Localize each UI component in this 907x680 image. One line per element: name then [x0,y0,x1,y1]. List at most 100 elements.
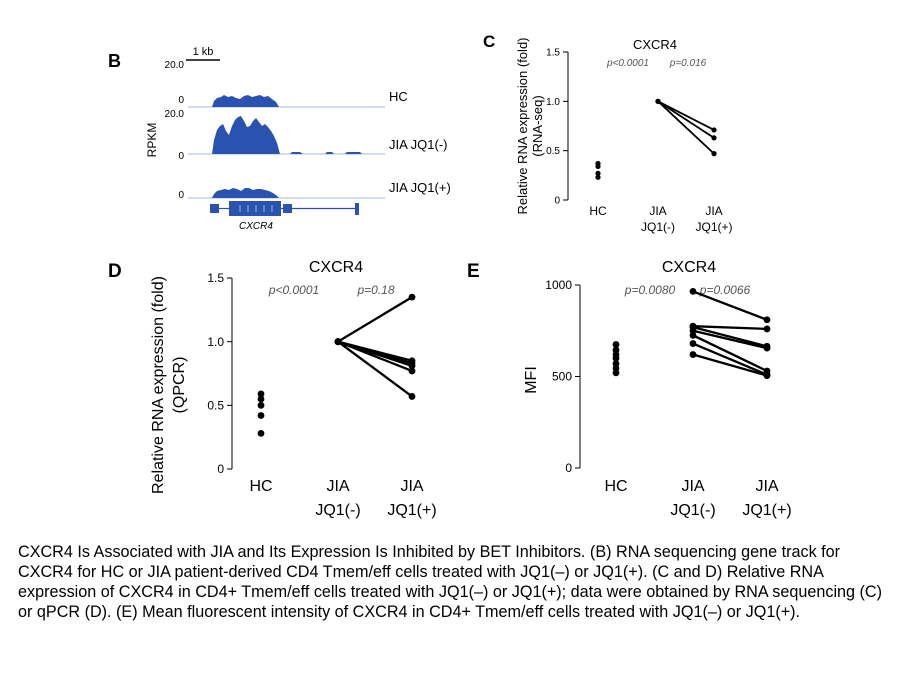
panel-e-y-tick-label: 0 [565,461,572,475]
panel-c-paired-line [657,100,715,139]
panel-c-ylabel-line-2: (RNA-seq) [530,95,545,156]
panel-d-pvalue-1: p<0.0001 [268,283,319,297]
panel-c-pvalue-2: p=0.016 [669,58,707,69]
panel-b-letter: B [108,51,121,71]
panel-d-y-tick-label: 1.5 [207,271,224,285]
panel-d-jq1-plus-point [408,367,416,375]
panel-e-jq1-minus-point [689,351,697,358]
panel-d-chart: D CXCR4 p<0.0001 p=0.18 Relative RNA exp… [108,259,437,519]
panel-d-jq1-plus-point [408,293,416,301]
panel-c-hc-point [595,174,601,180]
panel-c-pvalue-1: p<0.0001 [606,58,649,69]
track-hc-ymin: 0 [178,95,184,106]
panel-c-y-tick-label: 0 [554,196,560,207]
panel-c-y-tick-label: 0.5 [546,146,560,157]
panel-d-x-category-label: JQ1(-) [315,502,360,519]
panel-d-paired-line [337,340,413,373]
panel-e-jq1-plus-point [763,325,771,333]
panel-c-x-category-label: JQ1(+) [695,220,732,234]
track-jq1-plus-label: JIA JQ1(+) [389,180,451,195]
track-jq1-plus-coverage [212,188,279,198]
panel-e-paired-line [692,342,768,376]
panel-e-x-category-label: HC [604,478,627,495]
panel-c-x-category-label: JQ1(-) [641,220,675,234]
panel-d-paired-line [337,296,413,343]
panel-c-x-category-label: JIA [705,204,722,218]
panel-c-jq1-plus-point [711,127,717,133]
panel-d-jq1-plus-point [408,362,416,370]
panel-e-chart: E CXCR4 p=0.0080 p=0.0066 MFI 0 500 1000 HC… [467,259,792,519]
panel-d-hc-point [257,395,265,403]
panel-e-jq1-plus-point [763,372,771,379]
panel-e-hc-point [612,346,620,354]
panel-e-jq1-minus-point [689,331,697,339]
panel-c-plot-area: 0 0.5 1.0 1.5 HC JIA JQ1(-) JIA JQ1(+) [546,48,732,235]
panel-e-pvalue-2: p=0.0066 [699,283,751,297]
panel-e-x-category-label: JIA [755,478,778,495]
panel-e-pvalue-1: p=0.0080 [624,283,676,297]
track-hc-label: HC [389,89,408,104]
panel-c-title: CXCR4 [633,37,677,52]
panel-d-letter: D [108,261,122,282]
panel-c-jq1-plus-point [711,151,717,157]
panel-d-hc-point [257,412,265,419]
panel-d-y-tick-label: 0.5 [207,399,224,413]
scale-bar-label: 1 kb [193,46,214,58]
panel-e-plot-area: 0 500 1000 HC JIA JQ1(-) JIA JQ1(+) [545,278,791,519]
panel-d-x-category-label: JQ1(+) [387,502,436,519]
track-jq1-minus-label: JIA JQ1(-) [389,137,448,152]
panel-e-jq1-minus-point [689,288,697,295]
panel-e-ylabel: MFI [523,366,540,394]
panel-e-y-tick-label: 500 [552,370,572,384]
rpkm-axis-label: RPKM [145,123,159,158]
panel-d-x-category-label: JIA [400,478,423,495]
panel-d-y-tick-label: 1.0 [207,335,224,349]
panel-c-y-tick-label: 1.0 [546,97,560,108]
panel-d-x-category-label: HC [249,478,272,495]
panel-d-ylabel-line-1: Relative RNA expression (fold) [150,276,167,494]
panel-d-ylabel-line-2: (QPCR) [171,357,188,414]
panel-d-hc-point [257,401,265,409]
panel-b-gene-track: B 1 kb RPKM 20.0 0 HC 20.0 0 JIA JQ1(-) … [108,46,451,232]
track-jq1-plus-ymin: 0 [178,190,184,201]
panel-c-letter: C [483,32,495,51]
track-jq1-minus-minor-peaks [290,152,362,154]
panel-e-jq1-plus-point [763,344,771,352]
panel-c-jq1-plus-point [711,135,717,141]
panel-e-x-category-label: JIA [681,478,704,495]
panel-d-plot-area: 0 0.5 1.0 1.5 HC JIA JQ1(-) JIA JQ1(+) [207,271,436,519]
panel-d-pvalue-2: p=0.18 [356,283,394,297]
panel-e-hc-point [612,341,620,348]
panel-e-paired-line [692,325,768,348]
panel-d-y-tick-label: 0 [217,462,224,476]
figure-caption: CXCR4 Is Associated with JIA and Its Exp… [18,543,883,621]
panel-e-jq1-plus-point [763,316,771,324]
panel-d-paired-line [337,340,413,398]
panel-e-paired-line [692,353,768,377]
panel-c-x-category-label: HC [589,204,607,218]
panel-e-paired-line [692,290,768,321]
panel-c-paired-line [657,100,715,155]
track-hc-ymax: 20.0 [165,60,185,71]
panel-e-letter: E [467,261,480,282]
panel-e-paired-line [692,329,768,350]
gene-label: CXCR4 [239,221,273,232]
panel-e-title: CXCR4 [662,259,716,276]
panel-d-hc-point [257,390,265,398]
panel-e-paired-line [692,325,768,331]
track-hc-coverage [212,95,279,107]
panel-d-jq1-plus-point [408,393,416,400]
panel-e-y-tick-label: 1000 [545,278,572,292]
panel-c-chart: C CXCR4 p<0.0001 p=0.016 Relative RNA ex… [483,32,733,234]
panel-c-paired-line [657,100,715,131]
panel-c-ylabel-line-1: Relative RNA expression (fold) [515,37,530,214]
panel-e-hc-point [612,360,620,368]
panel-c-hc-point [595,170,601,176]
track-jq1-minus-coverage [212,116,280,154]
panel-d-x-category-label: JIA [326,478,349,495]
panel-d-jq1-minus-point [334,338,342,346]
track-jq1-minus-ymin: 0 [178,151,184,162]
panel-e-paired-line [692,334,768,373]
panel-c-hc-point [595,160,601,167]
